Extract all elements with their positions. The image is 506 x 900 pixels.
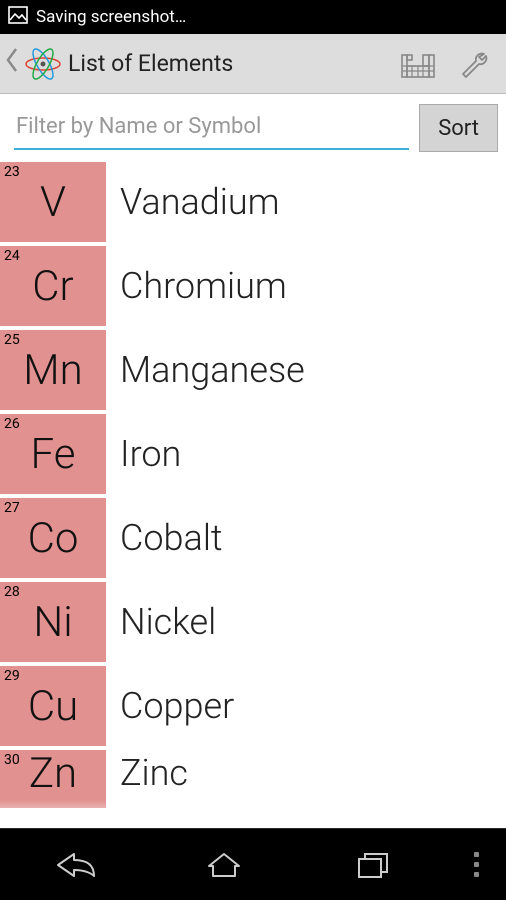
element-tile[interactable]: 30 Zn bbox=[0, 750, 106, 808]
list-item[interactable]: 25 Mn Manganese bbox=[0, 330, 506, 414]
list-item[interactable]: 27 Co Cobalt bbox=[0, 498, 506, 582]
list-item[interactable]: 28 Ni Nickel bbox=[0, 582, 506, 666]
nav-back-button[interactable] bbox=[20, 837, 130, 893]
list-item[interactable]: 24 Cr Chromium bbox=[0, 246, 506, 330]
filter-input[interactable] bbox=[14, 106, 409, 150]
element-name: Cobalt bbox=[120, 498, 223, 578]
element-symbol: Ni bbox=[33, 598, 72, 647]
periodic-table-icon[interactable] bbox=[390, 36, 446, 92]
element-symbol: Cu bbox=[28, 682, 78, 731]
element-tile[interactable]: 23 V bbox=[0, 162, 106, 242]
element-name: Iron bbox=[120, 414, 181, 494]
list-item[interactable]: 30 Zn Zinc bbox=[0, 750, 506, 812]
element-name: Chromium bbox=[120, 246, 287, 326]
atomic-number: 30 bbox=[4, 752, 20, 768]
element-tile[interactable]: 28 Ni bbox=[0, 582, 106, 662]
element-tile[interactable]: 24 Cr bbox=[0, 246, 106, 326]
filter-row: Sort bbox=[0, 94, 506, 162]
status-text: Saving screenshot… bbox=[36, 7, 186, 27]
element-symbol: Cr bbox=[32, 262, 73, 311]
status-bar: Saving screenshot… bbox=[0, 0, 506, 34]
element-symbol: V bbox=[40, 178, 66, 227]
list-item[interactable]: 29 Cu Copper bbox=[0, 666, 506, 750]
nav-home-button[interactable] bbox=[169, 837, 279, 893]
app-header: List of Elements bbox=[0, 34, 506, 94]
element-name: Manganese bbox=[120, 330, 305, 410]
atomic-number: 23 bbox=[4, 164, 20, 180]
nav-bar bbox=[0, 828, 506, 900]
atomic-number: 28 bbox=[4, 584, 20, 600]
atom-icon[interactable] bbox=[22, 43, 64, 85]
list-item[interactable]: 23 V Vanadium bbox=[0, 162, 506, 246]
element-symbol: Fe bbox=[31, 430, 76, 479]
element-name: Vanadium bbox=[120, 162, 280, 242]
element-name: Nickel bbox=[120, 582, 216, 662]
atomic-number: 29 bbox=[4, 668, 20, 684]
element-symbol: Zn bbox=[29, 749, 77, 798]
list-item[interactable]: 26 Fe Iron bbox=[0, 414, 506, 498]
image-icon bbox=[8, 6, 28, 29]
element-symbol: Co bbox=[28, 514, 79, 563]
page-title: List of Elements bbox=[68, 50, 390, 77]
element-tile[interactable]: 26 Fe bbox=[0, 414, 106, 494]
element-tile[interactable]: 25 Mn bbox=[0, 330, 106, 410]
elements-list[interactable]: 23 V Vanadium 24 Cr Chromium 25 Mn Manga… bbox=[0, 162, 506, 828]
atomic-number: 26 bbox=[4, 416, 20, 432]
element-name: Zinc bbox=[120, 744, 188, 802]
back-button[interactable] bbox=[4, 46, 22, 82]
atomic-number: 25 bbox=[4, 332, 20, 348]
sort-button[interactable]: Sort bbox=[419, 104, 498, 152]
nav-menu-button[interactable] bbox=[467, 852, 487, 877]
element-tile[interactable]: 27 Co bbox=[0, 498, 106, 578]
atomic-number: 24 bbox=[4, 248, 20, 264]
atomic-number: 27 bbox=[4, 500, 20, 516]
nav-recent-button[interactable] bbox=[318, 837, 428, 893]
wrench-icon[interactable] bbox=[446, 36, 502, 92]
element-name: Copper bbox=[120, 666, 234, 746]
element-symbol: Mn bbox=[23, 346, 82, 395]
element-tile[interactable]: 29 Cu bbox=[0, 666, 106, 746]
